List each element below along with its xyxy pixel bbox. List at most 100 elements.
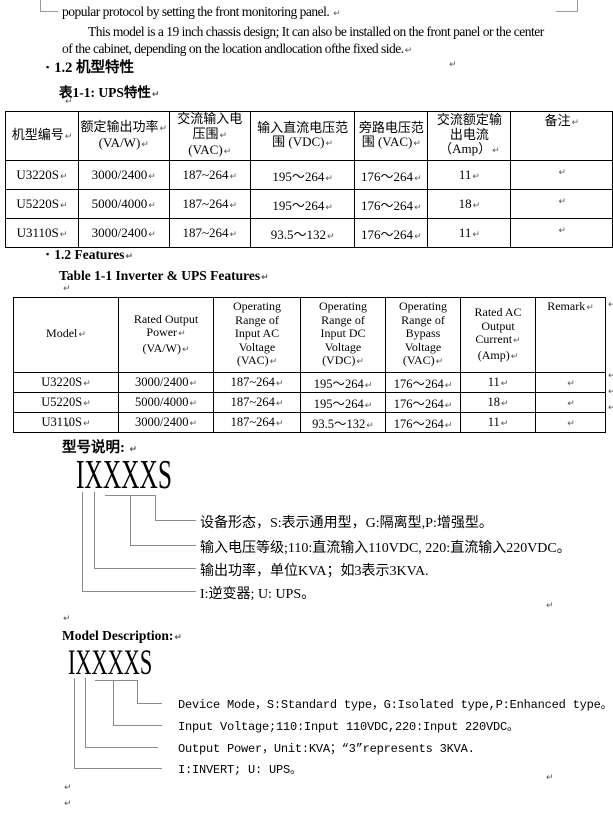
- connector-line: [94, 568, 196, 569]
- pilcrow-mark: ↵: [472, 230, 480, 240]
- pilcrow-mark: ↵: [325, 139, 334, 149]
- pilcrow-mark: ↵: [364, 381, 373, 391]
- table-cell: U5220S↵: [5, 189, 79, 219]
- heading-bullet-icon: ▪: [46, 249, 50, 259]
- connector-line: [130, 495, 131, 545]
- pilcrow-mark: ↵: [275, 379, 284, 389]
- pilcrow-mark: ↵: [444, 401, 453, 411]
- table-cell: 187~264↵: [213, 412, 301, 433]
- pilcrow-mark: ↵: [558, 197, 566, 207]
- table-cell: 11↵: [427, 160, 512, 190]
- pilcrow-mark: ↵: [546, 601, 554, 611]
- table-cell: 187~264↵: [168, 160, 251, 190]
- pilcrow-mark: ↵: [356, 357, 364, 368]
- table-cell-remark: ↵: [535, 412, 606, 433]
- table-cell: 3000/2400↵: [118, 412, 214, 433]
- table-cell: 176～264↵: [354, 160, 429, 190]
- table-cell-remark: ↵: [510, 189, 613, 219]
- pilcrow-mark: ↵: [125, 252, 133, 262]
- connector-line: [82, 492, 83, 591]
- pilcrow-mark: ↵: [64, 783, 72, 793]
- pilcrow-mark: ↵: [500, 379, 509, 389]
- table-row: U3110S↵ 3000/2400↵ 187~264↵ 93.5～132↵ 17…: [13, 412, 606, 433]
- pilcrow-mark: ↵: [64, 131, 73, 142]
- section-heading-en: ▪ 1.2 Features↵: [46, 247, 133, 262]
- pilcrow-mark: ↵: [83, 379, 91, 389]
- pilcrow-mark: ↵: [174, 633, 182, 643]
- pilcrow-mark: ↵: [513, 336, 521, 346]
- table-cell: 176～264↵: [354, 189, 429, 219]
- header-cell-rated-power: 额定输出功率↵ (VA/W)↵: [77, 111, 170, 161]
- table-cell: 3000/2400↵: [77, 160, 170, 190]
- table-cell-remark: ↵: [535, 392, 606, 413]
- pilcrow-mark: ↵: [366, 421, 374, 431]
- pilcrow-mark: ↵: [510, 351, 519, 362]
- pilcrow-mark: ↵: [404, 46, 413, 56]
- pilcrow-mark: ↵: [148, 172, 156, 182]
- pilcrow-mark: ↵: [178, 329, 186, 340]
- pilcrow-mark: ↵: [63, 284, 71, 294]
- table-cell: 187~264↵: [168, 189, 251, 219]
- connector-line: [94, 492, 95, 568]
- legend-device-class-en: I:INVERT; U: UPS。: [178, 763, 302, 777]
- pilcrow-mark: ↵: [608, 387, 613, 397]
- pilcrow-mark: ↵: [364, 401, 373, 411]
- table-caption-en: Table 1-1 Inverter & UPS Features↵: [59, 268, 269, 283]
- table-cell: 176～264↵: [385, 392, 461, 413]
- header-cell-model: 机型编号↵: [5, 111, 79, 161]
- pilcrow-mark: ↵: [189, 379, 198, 389]
- connector-line: [113, 725, 162, 726]
- text-boundary-mark-top-left: [40, 0, 58, 12]
- table-cell: 11↵: [427, 218, 512, 248]
- pilcrow-mark: ↵: [83, 399, 91, 409]
- table-cell: 195～264↵: [300, 372, 386, 393]
- pilcrow-mark: ↵: [60, 201, 68, 211]
- pilcrow-mark: ↵: [567, 419, 575, 429]
- legend-output-power-en: Output Power，Unit:KVA；“3”represents 3KVA…: [178, 742, 475, 756]
- connector-line: [85, 678, 86, 747]
- heading-bullet-icon: ▪: [46, 62, 50, 72]
- table-cell: 18↵: [460, 392, 536, 413]
- intro-line-2: This model is a 19 inch chassis design; …: [88, 24, 544, 39]
- table-cell: 187~264↵: [213, 372, 301, 393]
- model-description-title-cn: 型号说明: ↵: [62, 440, 138, 456]
- table-cell: 5000/4000↵: [118, 392, 214, 413]
- intro-paragraph: popular protocol by setting the front mo…: [62, 3, 544, 60]
- table-cell-remark: ↵: [535, 372, 606, 393]
- header-cell-ac-input: 交流输入电 压围↵ (VAC)↵: [168, 111, 251, 161]
- pilcrow-mark: ↵: [60, 172, 68, 182]
- table-cell: 176～264↵: [354, 218, 429, 248]
- table-cell: 5000/4000↵: [77, 189, 170, 219]
- table-cell: 195～264↵: [249, 160, 356, 190]
- pilcrow-mark: ↵: [261, 273, 269, 283]
- header-cell-dc-input: 输入直流电压范 围 (VDC)↵: [249, 111, 356, 161]
- pilcrow-mark: ↵: [567, 399, 575, 409]
- inverter-ups-features-table-en: Model↵ Rated Output Power↵ (VA/W)↵ Opera…: [13, 297, 606, 433]
- pilcrow-mark: ↵: [326, 231, 335, 242]
- pilcrow-mark: ↵: [65, 97, 73, 107]
- table-cell: 3000/2400↵: [77, 218, 170, 248]
- legend-output-power-cn: 输出功率，单位KVA；如3表示3KVA.: [200, 564, 429, 579]
- pilcrow-mark: ↵: [472, 172, 480, 182]
- header-cell-dc-input: Operating Range of Input DC Voltage (VDC…: [300, 297, 386, 373]
- pilcrow-mark: ↵: [492, 146, 500, 157]
- table-row: U3110S↵ 3000/2400↵ 187~264↵ 93.5～132↵ 17…: [5, 218, 613, 248]
- header-cell-output-current: Rated AC Output Current↵ (Amp)↵: [460, 297, 536, 373]
- table-cell-remark: ↵: [510, 218, 613, 248]
- pilcrow-mark: ↵: [65, 421, 73, 431]
- legend-device-mode-en: Device Mode，S:Standard type，G:Isolated t…: [178, 698, 613, 712]
- table-cell: 195～264↵: [249, 189, 356, 219]
- pilcrow-mark: ↵: [608, 300, 613, 310]
- pilcrow-mark: ↵: [558, 226, 566, 236]
- model-code-cn: IXXXXS: [76, 451, 173, 497]
- pilcrow-mark: ↵: [567, 379, 575, 389]
- table-cell: 18↵: [427, 189, 512, 219]
- pilcrow-mark: ↵: [472, 201, 481, 211]
- section-heading-cn: ▪ 1.2 机型特性: [46, 60, 134, 76]
- pilcrow-mark: ↵: [189, 399, 198, 409]
- connector-line: [74, 678, 75, 768]
- pilcrow-mark: ↵: [219, 130, 228, 141]
- pilcrow-mark: ↵: [229, 201, 238, 211]
- pilcrow-mark: ↵: [571, 118, 580, 128]
- pilcrow-mark: ↵: [269, 357, 278, 368]
